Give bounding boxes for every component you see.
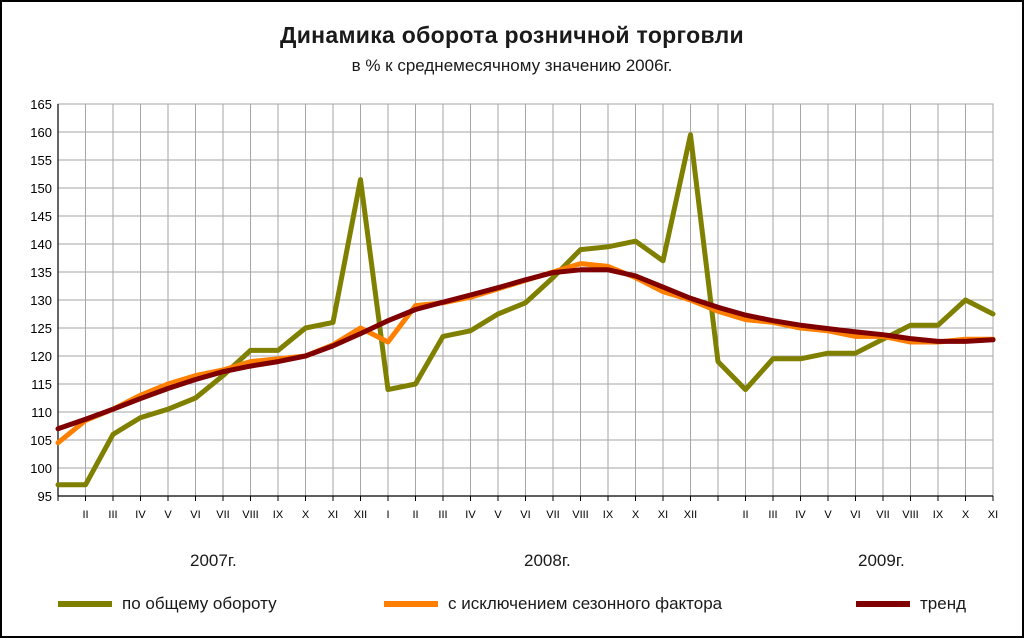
x-tick-label: VI: [520, 509, 530, 521]
x-tick-label: II: [742, 509, 748, 521]
year-label-2008: 2008г.: [524, 551, 571, 570]
y-tick-label: 155: [30, 153, 52, 168]
y-tick-label: 140: [30, 237, 52, 252]
chart-title: Динамика оборота розничной торговли: [280, 22, 744, 48]
legend-swatch-total: [58, 601, 112, 607]
y-tick-label: 120: [30, 349, 52, 364]
legend-item-seasonal: с исключением сезонного фактора: [384, 594, 722, 614]
x-tick-label: II: [82, 509, 88, 521]
x-tick-label: V: [494, 509, 502, 521]
y-tick-label: 135: [30, 265, 52, 280]
x-tick-label: IV: [135, 509, 146, 521]
x-tick-label: V: [824, 509, 832, 521]
x-tick-label: XI: [658, 509, 668, 521]
x-tick-label: VIII: [902, 509, 919, 521]
legend-label-trend: тренд: [920, 594, 967, 613]
legend-label-total: по общему обороту: [122, 594, 277, 613]
series-trend-line: [55, 267, 996, 432]
legend-swatch-seasonal: [384, 601, 438, 607]
x-tick-label: X: [302, 509, 310, 521]
x-tick-label: IV: [465, 509, 476, 521]
x-tick-label: IX: [273, 509, 284, 521]
x-tick-label: VIII: [572, 509, 589, 521]
legend-item-trend: тренд: [856, 594, 966, 614]
x-tick-label: X: [632, 509, 640, 521]
x-tick-label: III: [438, 509, 447, 521]
y-tick-label: 150: [30, 181, 52, 196]
x-tick-label: IX: [933, 509, 944, 521]
x-tick-label: II: [412, 509, 418, 521]
y-tick-label: 100: [30, 461, 52, 476]
y-tick-label: 160: [30, 125, 52, 140]
x-tick-label: VII: [876, 509, 889, 521]
y-tick-label: 110: [31, 405, 52, 420]
x-tick-label: XII: [684, 509, 697, 521]
legend-item-total: по общему обороту: [58, 594, 277, 614]
x-tick-label: VII: [216, 509, 229, 521]
legend-label-seasonal: с исключением сезонного фактора: [448, 594, 723, 613]
y-tick-label: 165: [30, 97, 52, 112]
series-total-turnover-line: [55, 132, 996, 488]
year-label-2009: 2009г.: [858, 551, 905, 570]
y-tick-label: 115: [31, 377, 52, 392]
x-tick-label: XII: [354, 509, 367, 521]
y-tick-label: 95: [38, 489, 52, 504]
y-tick-label: 130: [30, 293, 52, 308]
x-tick-label: VIII: [242, 509, 259, 521]
x-tick-label: IV: [795, 509, 806, 521]
x-tick-label: III: [768, 509, 777, 521]
y-tick-label: 105: [30, 433, 52, 448]
y-tick-label: 125: [30, 321, 52, 336]
x-tick-label: VI: [190, 509, 200, 521]
x-tick-label: X: [962, 509, 970, 521]
legend-swatch-trend: [856, 601, 910, 607]
x-tick-label: V: [164, 509, 172, 521]
x-tick-label: XI: [328, 509, 338, 521]
y-tick-label: 145: [30, 209, 52, 224]
x-tick-label: VI: [850, 509, 860, 521]
year-label-2007: 2007г.: [190, 551, 237, 570]
x-tick-label: I: [386, 509, 389, 521]
chart-subtitle: в % к среднемесячному значению 2006г.: [351, 56, 673, 75]
x-tick-label: III: [108, 509, 117, 521]
x-tick-label: IX: [603, 509, 614, 521]
x-tick-label: VII: [546, 509, 559, 521]
x-tick-label: XI: [988, 509, 998, 521]
